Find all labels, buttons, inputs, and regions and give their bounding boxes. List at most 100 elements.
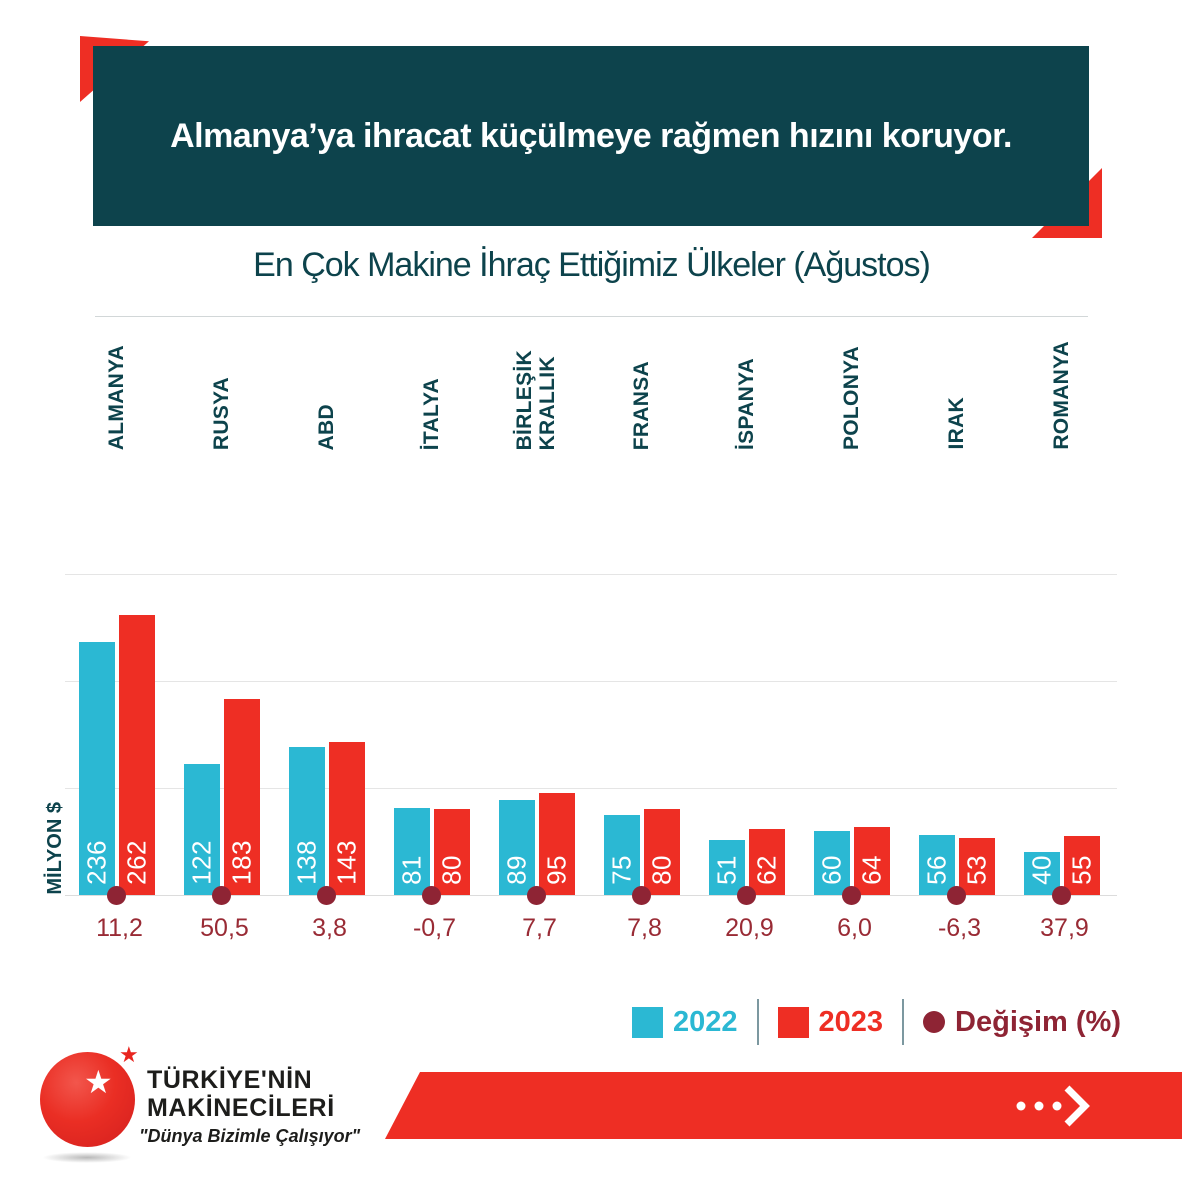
legend-label-change: Değişim (%) xyxy=(955,1005,1122,1038)
category-label-4: İTALYA xyxy=(372,330,492,450)
change-value-5: 7,7 xyxy=(522,914,557,942)
category-label-text: BİRLEŞİK KRALLIK xyxy=(513,349,560,450)
category-label-text: ROMANYA xyxy=(1049,341,1073,450)
headline-text: Almanya’ya ihracat küçülmeye rağmen hızı… xyxy=(170,116,1012,155)
brand-name-line2: MAKİNECİLERİ xyxy=(147,1094,335,1122)
bar-2022-4: 81 xyxy=(393,808,430,895)
bar-2023-2: 183 xyxy=(223,699,260,895)
category-label-1: ALMANYA xyxy=(57,330,177,450)
change-value-3: 3,8 xyxy=(312,914,347,942)
category-label-text: İTALYA xyxy=(419,377,443,450)
bar-value-label: 183 xyxy=(226,840,256,885)
category-label-5: BİRLEŞİK KRALLIK xyxy=(477,330,597,450)
star-icon: ★ xyxy=(84,1064,113,1100)
bar-value-label: 89 xyxy=(501,855,531,885)
change-value-7: 20,9 xyxy=(725,914,774,942)
category-label-text: POLONYA xyxy=(839,345,863,450)
title-divider xyxy=(95,316,1088,317)
change-value-4: -0,7 xyxy=(412,914,457,942)
change-value-1: 11,2 xyxy=(96,914,143,942)
y-axis-label-wrap: MİLYON $ xyxy=(38,755,72,895)
bar-2022-10: 40 xyxy=(1023,852,1060,895)
footer-ribbon xyxy=(385,1072,1182,1139)
bar-2023-9: 53 xyxy=(958,838,995,895)
gridline-200 xyxy=(65,681,1117,682)
change-value-8: 6,0 xyxy=(837,914,872,942)
bar-2023-7: 62 xyxy=(748,829,785,895)
bar-value-label: 64 xyxy=(856,855,886,885)
change-dot-1 xyxy=(107,885,126,905)
category-label-6: FRANSA xyxy=(582,330,702,450)
legend-label-2023: 2023 xyxy=(818,1005,884,1038)
bar-value-label: 138 xyxy=(291,840,321,885)
category-label-text: RUSYA xyxy=(209,376,233,450)
change-dot-10 xyxy=(1052,885,1071,905)
chart-title: En Çok Makine İhraç Ettiğimiz Ülkeler (A… xyxy=(253,246,931,284)
change-value-6: 7,8 xyxy=(627,914,662,942)
category-label-8: POLONYA xyxy=(792,330,912,450)
bar-value-label: 143 xyxy=(331,840,361,885)
bar-2022-2: 122 xyxy=(183,764,220,895)
y-axis-label: MİLYON $ xyxy=(43,802,66,895)
logo-shadow xyxy=(42,1152,132,1163)
change-value-9: -6,3 xyxy=(937,914,982,942)
bar-value-label: 51 xyxy=(711,855,741,885)
bar-value-label: 56 xyxy=(921,855,951,885)
bar-value-label: 55 xyxy=(1066,855,1096,885)
bar-value-label: 40 xyxy=(1026,855,1056,885)
category-label-text: İSPANYA xyxy=(734,358,758,450)
brand-name-line1: TÜRKİYE'NİN xyxy=(147,1066,313,1094)
change-dot-8 xyxy=(842,885,861,905)
change-dot-9 xyxy=(947,885,966,905)
bar-2023-5: 95 xyxy=(538,793,575,895)
bar-2022-5: 89 xyxy=(498,800,535,895)
category-label-9: IRAK xyxy=(897,330,1017,450)
bar-2023-1: 262 xyxy=(118,615,155,895)
bar-2022-3: 138 xyxy=(288,747,325,895)
brand-logo-circle xyxy=(40,1052,135,1147)
legend-swatch-2023 xyxy=(777,1006,809,1038)
bar-value-label: 236 xyxy=(81,840,111,885)
category-label-10: ROMANYA xyxy=(1002,330,1122,450)
gridline-300 xyxy=(65,574,1117,575)
legend-swatch-2022 xyxy=(632,1006,663,1038)
category-label-3: ABD xyxy=(267,330,387,450)
legend-divider xyxy=(902,999,905,1045)
bar-value-label: 62 xyxy=(751,855,781,885)
legend-divider xyxy=(756,999,759,1045)
bar-value-label: 53 xyxy=(961,855,991,885)
bar-value-label: 95 xyxy=(541,855,571,885)
legend-dot-change xyxy=(923,1011,946,1033)
bar-value-label: 60 xyxy=(816,855,846,885)
change-dot-7 xyxy=(737,885,756,905)
bar-value-label: 81 xyxy=(396,855,426,885)
bar-value-label: 262 xyxy=(121,840,151,885)
category-label-text: IRAK xyxy=(944,397,968,450)
bar-2022-7: 51 xyxy=(708,840,745,895)
category-label-text: ABD xyxy=(314,403,338,450)
baseline xyxy=(65,895,1117,896)
brand-tagline: "Dünya Bizimle Çalışıyor" xyxy=(139,1126,361,1146)
category-label-7: İSPANYA xyxy=(687,330,807,450)
bar-2023-3: 143 xyxy=(328,742,365,895)
change-dot-4 xyxy=(422,885,441,905)
change-dot-2 xyxy=(212,885,231,905)
bar-value-label: 122 xyxy=(186,840,216,885)
headline-banner: Almanya’ya ihracat küçülmeye rağmen hızı… xyxy=(93,46,1089,226)
chart-legend: 2022 2023 Değişim (%) xyxy=(632,999,1121,1045)
next-arrow-icon[interactable] xyxy=(1005,1083,1097,1129)
category-label-text: ALMANYA xyxy=(104,344,128,450)
bar-value-label: 80 xyxy=(646,855,676,885)
bar-2022-8: 60 xyxy=(813,831,850,895)
bar-2022-9: 56 xyxy=(918,835,955,895)
bar-value-label: 80 xyxy=(436,855,466,885)
bar-2022-6: 75 xyxy=(603,815,640,895)
brand-name: TÜRKİYE'NİN MAKİNECİLERİ xyxy=(147,1066,335,1122)
bar-2022-1: 236 xyxy=(78,642,115,895)
change-dot-5 xyxy=(527,885,546,905)
change-dot-6 xyxy=(632,885,651,905)
bar-2023-10: 55 xyxy=(1063,836,1100,895)
legend-label-2022: 2022 xyxy=(673,1005,738,1038)
